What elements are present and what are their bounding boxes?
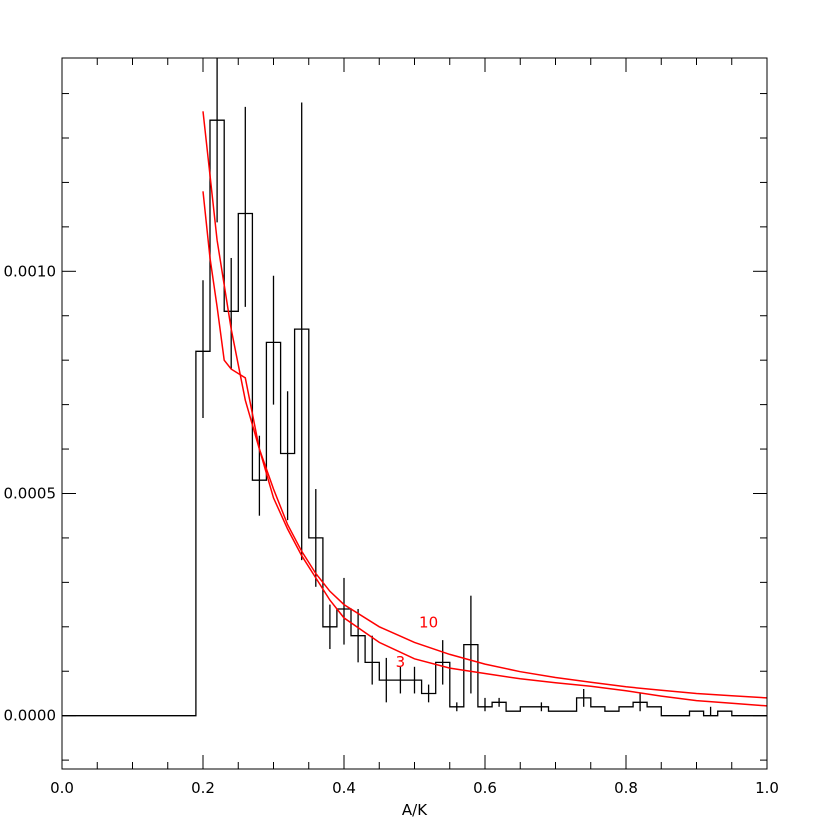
series-label-10: 10 [419,614,438,632]
x-tick-label: 0.6 [473,779,497,797]
series-line-3 [202,191,767,707]
x-tick-label: 0.0 [50,779,74,797]
plot-frame [61,57,768,770]
x-axis-title: A/K [402,801,428,819]
labels-layer: 10 3 0.0 0.2 0.4 0.6 0.8 1.0 0.0000 0.0005 0.0010 [4,262,779,797]
x-tick-label: 0.2 [191,779,215,797]
y-tick-label: 0.0010 [4,262,57,280]
y-tick-label: 0.0000 [4,707,57,725]
x-tick-label: 0.4 [332,779,356,797]
x-tick-label: 1.0 [755,779,779,797]
ticks-layer [61,58,768,769]
marks-layer [62,58,767,717]
x-tick-label: 0.8 [614,779,638,797]
series-line-10 [202,111,767,699]
series-label-3: 3 [396,653,406,671]
y-tick-label: 0.0005 [4,484,57,502]
histogram-steps [62,119,767,717]
